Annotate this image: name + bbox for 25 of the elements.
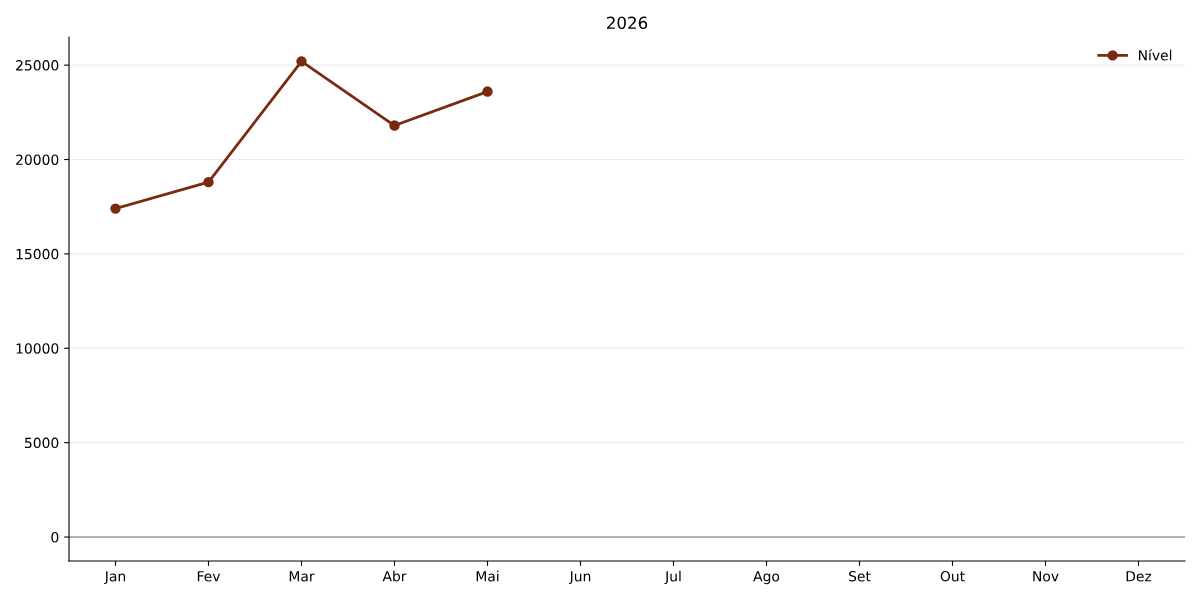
x-tick-label: Nov [1033, 571, 1059, 582]
y-tick-label: 15000 [16, 248, 59, 260]
x-tick-label: Set [849, 570, 871, 582]
x-tick-label: Abr [382, 570, 407, 582]
x-tick-label: Mai [476, 570, 499, 582]
point [482, 86, 493, 97]
y-tick-label: 10000 [16, 343, 59, 354]
x-tick-label: Ago [753, 571, 780, 585]
point [296, 56, 307, 67]
x-tick-label: Jul [664, 570, 681, 585]
y-tick-label: 20000 [16, 154, 59, 165]
x-tick-label: Fev [197, 571, 221, 582]
x-tick-label: Dez [1126, 571, 1152, 582]
y-tick-label: 25000 [16, 60, 59, 71]
y-tick-label: 0 [51, 532, 59, 543]
x-tick-label: Jun [568, 571, 591, 585]
y-tick-label: 5000 [25, 437, 59, 449]
chart-title: 2026 [607, 16, 648, 30]
legend-label: Nível [1138, 49, 1172, 61]
point [389, 120, 400, 131]
x-tick-label: Mar [289, 571, 315, 582]
x-tick-label: Jan [104, 571, 126, 585]
point [110, 203, 121, 214]
x-tick-label: Out [940, 570, 965, 582]
point [203, 176, 214, 188]
